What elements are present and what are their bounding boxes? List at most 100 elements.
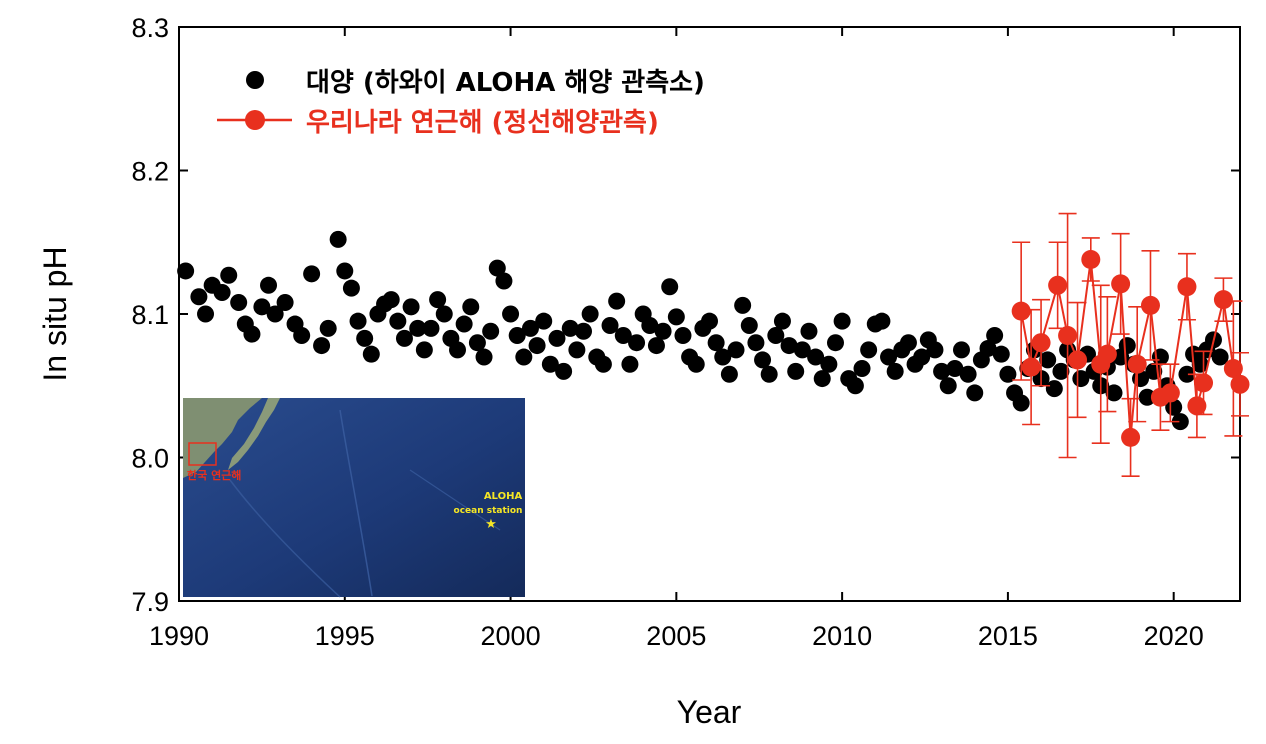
aloha-data-point (1138, 388, 1156, 406)
aloha-data-point (502, 305, 520, 323)
aloha-data-point (548, 329, 566, 347)
korea-data-point (1127, 354, 1147, 374)
aloha-data-point (349, 312, 367, 330)
x-tick-label: 1995 (315, 621, 375, 651)
aloha-data-point (807, 348, 825, 366)
aloha-data-point (336, 262, 354, 280)
korea-data-point (1213, 290, 1233, 310)
aloha-data-point (1178, 365, 1196, 383)
aloha-data-point (575, 322, 593, 340)
y-axis-ticks: 7.9 8.0 8.1 8.2 8.3 (131, 13, 1240, 617)
aloha-data-point (701, 312, 718, 330)
aloha-data-point (468, 334, 486, 352)
aloha-data-point (754, 351, 772, 369)
aloha-data-point (243, 325, 261, 343)
aloha-data-point (780, 337, 798, 355)
aloha-data-point (999, 365, 1017, 383)
korea-data-point (1081, 249, 1101, 269)
aloha-data-point (455, 315, 473, 333)
aloha-data-point (933, 362, 951, 380)
korea-data-point (1011, 301, 1031, 321)
aloha-data-point (190, 288, 208, 306)
x-tick-label: 2010 (812, 621, 872, 651)
aloha-data-point (389, 312, 407, 330)
legend: 대양 (하와이 ALOHA 해양 관측소) 우리나라 연근해 (정선해양관측) (217, 68, 705, 138)
aloha-data-point (966, 384, 984, 402)
aloha-data-point (654, 322, 672, 340)
aloha-data-point (220, 266, 238, 284)
aloha-data-point (667, 308, 685, 326)
inset-ridge-2 (229, 479, 341, 598)
aloha-data-point (767, 327, 785, 345)
star-icon: ★ (485, 517, 497, 532)
aloha-data-point (959, 365, 977, 383)
y-axis-title: In situ pH (37, 246, 73, 381)
aloha-data-point (674, 327, 692, 345)
aloha-data-point (608, 292, 626, 310)
aloha-data-point (213, 283, 231, 301)
aloha-data-point (986, 327, 1004, 345)
legend-label-aloha: 대양 (하와이 ALOHA 해양 관측소) (306, 68, 705, 98)
aloha-data-point (462, 298, 480, 316)
aloha-data-point (614, 327, 632, 345)
aloha-data-point (946, 360, 964, 378)
aloha-data-point (488, 259, 506, 277)
aloha-data-point (253, 298, 271, 316)
aloha-data-point (535, 312, 553, 330)
x-axis-ticks: 1990 1995 2000 2005 2010 2015 2020 (149, 27, 1204, 651)
aloha-data-point (661, 278, 679, 296)
aloha-data-point (342, 279, 360, 297)
aloha-data-point (197, 305, 215, 323)
aloha-data-point (409, 319, 427, 337)
korea-data-point (1187, 396, 1207, 416)
aloha-data-point (541, 355, 559, 373)
y-tick-label: 8.2 (131, 157, 169, 187)
aloha-data-point (787, 362, 805, 380)
aloha-data-point (1211, 348, 1229, 366)
aloha-data-point (880, 348, 898, 366)
korea-data-point (1031, 333, 1051, 353)
aloha-data-point (293, 327, 311, 345)
aloha-data-point (820, 355, 838, 373)
aloha-data-point (886, 362, 904, 380)
inset-korea-label: 한국 연근해 (187, 468, 241, 482)
y-tick-label: 8.3 (131, 13, 169, 43)
aloha-data-point (329, 230, 347, 248)
aloha-data-point (913, 348, 931, 366)
aloha-data-point (568, 341, 586, 359)
aloha-data-point (628, 334, 646, 352)
aloha-data-point (1052, 362, 1070, 380)
aloha-data-point (773, 312, 791, 330)
aloha-data-point (813, 370, 831, 388)
aloha-data-point (601, 316, 619, 334)
inset-station-label-1: ALOHA (484, 491, 523, 502)
aloha-data-point (979, 339, 997, 357)
aloha-data-point (561, 319, 579, 337)
legend-label-korea: 우리나라 연근해 (정선해양관측) (306, 108, 659, 138)
aloha-data-point (800, 322, 818, 340)
aloha-data-point (899, 334, 917, 352)
aloha-data-point (402, 298, 420, 316)
aloha-data-point (1118, 337, 1136, 355)
aloha-data-point (429, 291, 447, 309)
aloha-data-point (356, 329, 374, 347)
aloha-data-point (714, 348, 732, 366)
x-tick-label: 2000 (481, 621, 541, 651)
korea-data-point (1068, 350, 1088, 370)
inset-land-japan (228, 398, 280, 470)
aloha-data-point (313, 337, 331, 355)
aloha-data-point (833, 312, 851, 330)
inset-ridge (339, 409, 373, 597)
aloha-data-point (276, 294, 294, 312)
x-axis-title: Year (677, 694, 742, 730)
korea-data-point (1177, 277, 1197, 297)
aloha-data-point (319, 319, 337, 337)
x-tick-label: 1990 (149, 621, 209, 651)
aloha-data-point (1191, 355, 1209, 373)
aloha-data-point (1171, 413, 1189, 431)
x-tick-label: 2005 (646, 621, 706, 651)
aloha-data-point (873, 312, 891, 330)
aloha-data-point (303, 265, 321, 283)
aloha-data-point (926, 341, 944, 359)
